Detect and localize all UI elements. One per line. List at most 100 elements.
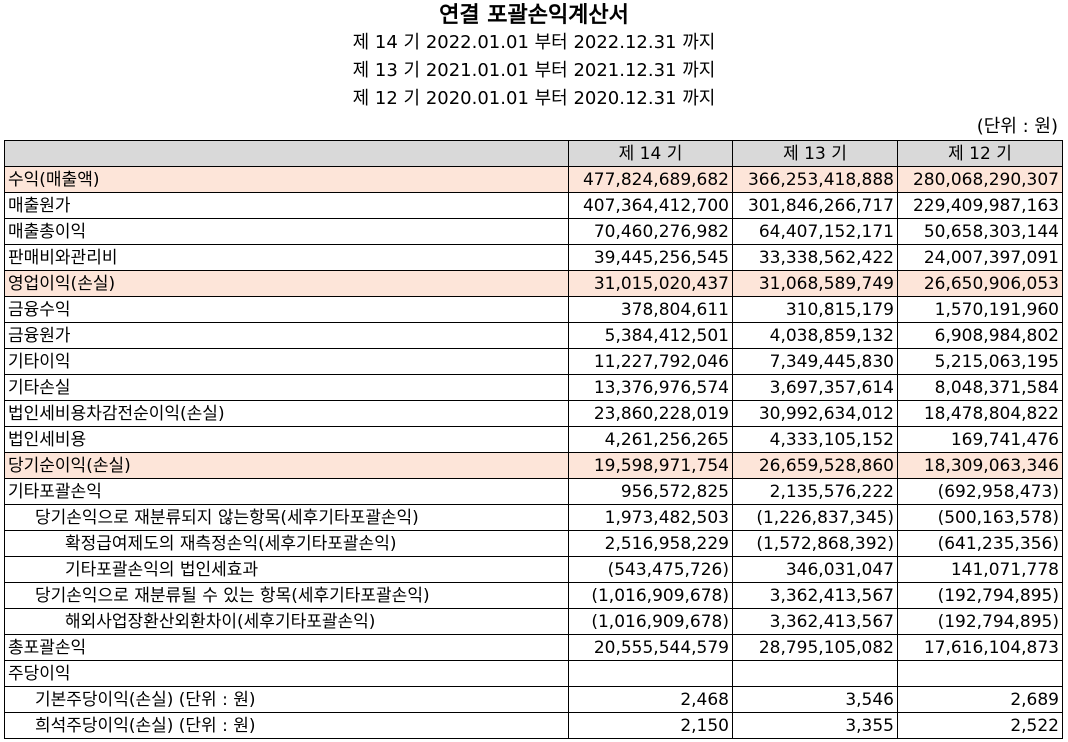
value-14: 956,572,825 [568,478,733,505]
value-14: 20,555,544,579 [568,634,733,661]
header-period-13: 제 13 기 [732,140,898,167]
value-12: (192,794,895) [897,608,1063,635]
row-label: 희석주당이익(손실) (단위 : 원) [4,712,569,739]
row-label: 기타손실 [4,374,569,401]
value-14: 1,973,482,503 [568,504,733,531]
row-label: 매출원가 [4,192,569,219]
value-13: 2,135,576,222 [732,478,898,505]
income-statement-table: 제 14 기 제 13 기 제 12 기 수익(매출액) 477,824,689… [4,140,1063,739]
value-13 [732,660,898,687]
table-row: 당기손익으로 재분류될 수 있는 항목(세후기타포괄손익) (1,016,909… [4,582,1063,609]
value-12: 5,215,063,195 [897,348,1063,375]
table-row: 당기순이익(손실) 19,598,971,754 26,659,528,860 … [4,452,1063,479]
value-14: (543,475,726) [568,556,733,583]
period-12: 제 12 기 2020.01.01 부터 2020.12.31 까지 [352,88,716,109]
value-12 [897,660,1063,687]
table-row: 해외사업장환산외환차이(세후기타포괄손익) (1,016,909,678) 3,… [4,608,1063,635]
value-12: (692,958,473) [897,478,1063,505]
header-label [4,140,569,167]
row-label: 법인세비용 [4,426,569,453]
row-label: 금융수익 [4,296,569,323]
row-label: 판매비와관리비 [4,244,569,271]
header-period-12: 제 12 기 [897,140,1063,167]
value-12: 6,908,984,802 [897,322,1063,349]
row-label: 기타이익 [4,348,569,375]
value-12: 229,409,987,163 [897,192,1063,219]
value-12: (500,163,578) [897,504,1063,531]
value-12: (641,235,356) [897,530,1063,557]
value-13: (1,572,868,392) [732,530,898,557]
value-12: 18,309,063,346 [897,452,1063,479]
value-12: (192,794,895) [897,582,1063,609]
value-14: 2,516,958,229 [568,530,733,557]
value-12: 2,689 [897,686,1063,713]
unit-label: (단위 : 원) [976,116,1058,137]
value-14: 70,460,276,982 [568,218,733,245]
statement-title: 연결 포괄손익계산서 [439,3,629,28]
value-13: 3,546 [732,686,898,713]
value-12: 17,616,104,873 [897,634,1063,661]
value-14: 2,150 [568,712,733,739]
table-row: 금융수익 378,804,611 310,815,179 1,570,191,9… [4,296,1063,323]
table-row: 확정급여제도의 재측정손익(세후기타포괄손익) 2,516,958,229 (1… [4,530,1063,557]
row-label: 확정급여제도의 재측정손익(세후기타포괄손익) [4,530,569,557]
row-label: 기타포괄손익 [4,478,569,505]
row-label: 기타포괄손익의 법인세효과 [4,556,569,583]
value-13: 33,338,562,422 [732,244,898,271]
table-row: 기타포괄손익의 법인세효과 (543,475,726) 346,031,047 … [4,556,1063,583]
header-period-14: 제 14 기 [568,140,733,167]
value-14: (1,016,909,678) [568,608,733,635]
table-row: 당기손익으로 재분류되지 않는항목(세후기타포괄손익) 1,973,482,50… [4,504,1063,531]
table-row: 기타이익 11,227,792,046 7,349,445,830 5,215,… [4,348,1063,375]
row-label: 매출총이익 [4,218,569,245]
value-12: 8,048,371,584 [897,374,1063,401]
table-row: 금융원가 5,384,412,501 4,038,859,132 6,908,9… [4,322,1063,349]
value-12: 141,071,778 [897,556,1063,583]
value-12: 26,650,906,053 [897,270,1063,297]
value-14: 13,376,976,574 [568,374,733,401]
value-14: 19,598,971,754 [568,452,733,479]
value-14: 5,384,412,501 [568,322,733,349]
value-14: 378,804,611 [568,296,733,323]
row-label: 기본주당이익(손실) (단위 : 원) [4,686,569,713]
table-row: 기타손실 13,376,976,574 3,697,357,614 8,048,… [4,374,1063,401]
value-12: 18,478,804,822 [897,400,1063,427]
table-row: 주당이익 [4,660,1063,687]
value-14: 2,468 [568,686,733,713]
value-14: 31,015,020,437 [568,270,733,297]
value-12: 2,522 [897,712,1063,739]
value-14: (1,016,909,678) [568,582,733,609]
value-13: 3,362,413,567 [732,582,898,609]
row-label: 총포괄손익 [4,634,569,661]
value-14: 39,445,256,545 [568,244,733,271]
row-label: 주당이익 [4,660,569,687]
row-label: 법인세비용차감전순이익(손실) [4,400,569,427]
value-13: 3,697,357,614 [732,374,898,401]
table-row: 희석주당이익(손실) (단위 : 원) 2,150 3,355 2,522 [4,712,1063,739]
header-row: 제 14 기 제 13 기 제 12 기 [4,140,1063,167]
row-label: 당기순이익(손실) [4,452,569,479]
value-13: 30,992,634,012 [732,400,898,427]
row-label: 당기손익으로 재분류되지 않는항목(세후기타포괄손익) [4,504,569,531]
value-12: 50,658,303,144 [897,218,1063,245]
value-13: 28,795,105,082 [732,634,898,661]
table-row: 매출원가 407,364,412,700 301,846,266,717 229… [4,192,1063,219]
table-row: 판매비와관리비 39,445,256,545 33,338,562,422 24… [4,244,1063,271]
table-row: 법인세비용 4,261,256,265 4,333,105,152 169,74… [4,426,1063,453]
row-label: 수익(매출액) [4,166,569,193]
row-label: 당기손익으로 재분류될 수 있는 항목(세후기타포괄손익) [4,582,569,609]
value-12: 24,007,397,091 [897,244,1063,271]
value-14: 23,860,228,019 [568,400,733,427]
value-12: 169,741,476 [897,426,1063,453]
value-13: 346,031,047 [732,556,898,583]
value-14: 407,364,412,700 [568,192,733,219]
value-13: 3,355 [732,712,898,739]
value-14 [568,660,733,687]
period-13: 제 13 기 2021.01.01 부터 2021.12.31 까지 [352,60,716,81]
table-row: 기본주당이익(손실) (단위 : 원) 2,468 3,546 2,689 [4,686,1063,713]
value-13: 7,349,445,830 [732,348,898,375]
value-13: 4,038,859,132 [732,322,898,349]
value-14: 11,227,792,046 [568,348,733,375]
value-13: (1,226,837,345) [732,504,898,531]
value-13: 310,815,179 [732,296,898,323]
